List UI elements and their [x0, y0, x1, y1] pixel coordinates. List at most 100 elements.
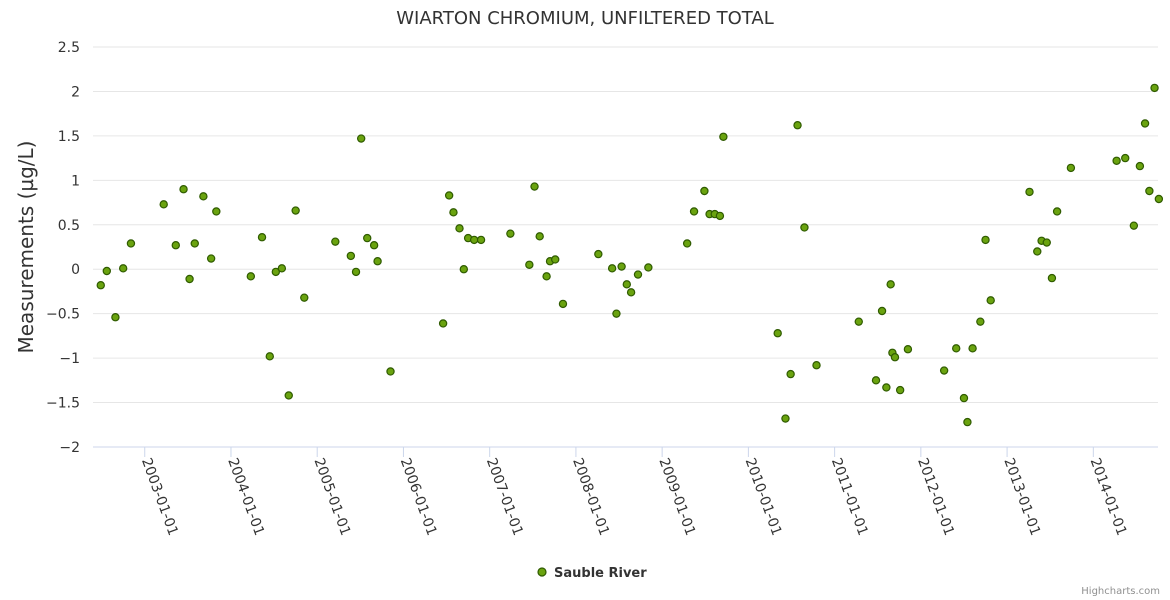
- data-point[interactable]: [781, 414, 790, 423]
- data-point[interactable]: [786, 369, 795, 379]
- data-point[interactable]: [551, 255, 560, 264]
- data-point[interactable]: [607, 264, 617, 273]
- data-point[interactable]: [1145, 186, 1154, 196]
- credits-link[interactable]: Highcharts.com: [1081, 586, 1160, 597]
- data-point[interactable]: [199, 192, 208, 201]
- data-point[interactable]: [877, 306, 887, 316]
- series-sauble-river[interactable]: [96, 83, 1164, 427]
- data-point[interactable]: [277, 264, 287, 273]
- data-point[interactable]: [300, 293, 309, 302]
- data-point[interactable]: [459, 265, 469, 274]
- y-tick-label: −1.5: [46, 396, 80, 412]
- data-point[interactable]: [1025, 187, 1034, 197]
- data-point[interactable]: [1121, 153, 1130, 163]
- data-point[interactable]: [363, 233, 372, 243]
- data-point[interactable]: [331, 237, 340, 246]
- data-point[interactable]: [356, 134, 366, 143]
- data-point[interactable]: [525, 260, 534, 269]
- data-point[interactable]: [284, 391, 293, 400]
- data-point[interactable]: [190, 239, 199, 248]
- data-point[interactable]: [1140, 119, 1150, 128]
- data-point[interactable]: [939, 366, 949, 375]
- data-point[interactable]: [102, 266, 111, 276]
- data-point[interactable]: [793, 121, 802, 130]
- data-point[interactable]: [530, 182, 539, 191]
- data-point[interactable]: [438, 319, 448, 328]
- data-point[interactable]: [1066, 163, 1076, 173]
- data-point[interactable]: [644, 263, 653, 272]
- legend-item-sauble-river[interactable]: Sauble River: [554, 566, 647, 581]
- data-point[interactable]: [535, 232, 544, 241]
- legend[interactable]: Sauble River: [537, 566, 647, 581]
- data-point[interactable]: [346, 251, 356, 261]
- data-point[interactable]: [476, 235, 486, 245]
- data-point[interactable]: [444, 191, 454, 200]
- data-point[interactable]: [882, 383, 891, 392]
- data-point[interactable]: [126, 239, 136, 248]
- data-point[interactable]: [1042, 238, 1051, 247]
- data-point[interactable]: [206, 254, 216, 263]
- data-point[interactable]: [1154, 194, 1164, 204]
- data-point[interactable]: [257, 233, 267, 242]
- data-point[interactable]: [171, 241, 180, 250]
- data-point[interactable]: [612, 309, 621, 318]
- x-tick-label: 2011-01-01: [828, 456, 871, 538]
- data-point[interactable]: [981, 235, 990, 245]
- data-point[interactable]: [1033, 247, 1042, 256]
- data-point[interactable]: [291, 206, 300, 215]
- data-point[interactable]: [111, 313, 120, 322]
- data-point[interactable]: [469, 235, 479, 245]
- data-point[interactable]: [715, 211, 725, 221]
- data-point[interactable]: [773, 329, 782, 338]
- data-point[interactable]: [1135, 161, 1145, 171]
- data-point[interactable]: [506, 229, 515, 238]
- data-point[interactable]: [96, 281, 105, 290]
- data-point[interactable]: [271, 267, 281, 277]
- data-point[interactable]: [622, 280, 631, 289]
- data-point[interactable]: [800, 223, 809, 232]
- data-point[interactable]: [449, 208, 458, 217]
- data-point[interactable]: [626, 288, 636, 297]
- data-point[interactable]: [185, 274, 194, 284]
- data-point[interactable]: [903, 345, 913, 354]
- data-point[interactable]: [700, 186, 709, 196]
- data-point[interactable]: [689, 207, 699, 216]
- data-point[interactable]: [1052, 207, 1062, 216]
- data-point[interactable]: [952, 344, 961, 353]
- data-point[interactable]: [179, 185, 188, 194]
- data-point[interactable]: [455, 224, 464, 233]
- data-point[interactable]: [542, 272, 551, 281]
- data-point[interactable]: [895, 385, 905, 395]
- data-point[interactable]: [890, 353, 900, 362]
- data-point[interactable]: [1129, 221, 1139, 230]
- x-tick-label: 2014-01-01: [1087, 456, 1130, 538]
- data-point[interactable]: [159, 200, 168, 209]
- data-point[interactable]: [1047, 273, 1057, 283]
- data-point[interactable]: [369, 241, 379, 250]
- data-point[interactable]: [986, 296, 995, 305]
- data-point[interactable]: [386, 367, 395, 376]
- data-point[interactable]: [968, 344, 977, 353]
- data-point[interactable]: [719, 132, 728, 141]
- data-point[interactable]: [959, 393, 969, 403]
- y-tick-label: 0.5: [58, 218, 80, 234]
- data-point[interactable]: [1150, 83, 1159, 93]
- data-point[interactable]: [617, 262, 626, 271]
- data-point[interactable]: [373, 257, 382, 266]
- data-point[interactable]: [118, 264, 128, 273]
- data-point[interactable]: [963, 417, 972, 427]
- data-point[interactable]: [633, 270, 643, 279]
- data-point[interactable]: [812, 361, 821, 370]
- data-point[interactable]: [558, 299, 568, 309]
- data-point[interactable]: [854, 317, 863, 326]
- data-point[interactable]: [212, 207, 221, 216]
- data-point[interactable]: [1112, 156, 1121, 165]
- data-point[interactable]: [351, 267, 361, 277]
- data-point[interactable]: [246, 272, 256, 281]
- data-point[interactable]: [886, 280, 895, 289]
- data-point[interactable]: [682, 239, 692, 248]
- data-point[interactable]: [594, 249, 603, 259]
- data-point[interactable]: [871, 376, 881, 385]
- data-point[interactable]: [265, 352, 274, 361]
- data-point[interactable]: [976, 317, 985, 326]
